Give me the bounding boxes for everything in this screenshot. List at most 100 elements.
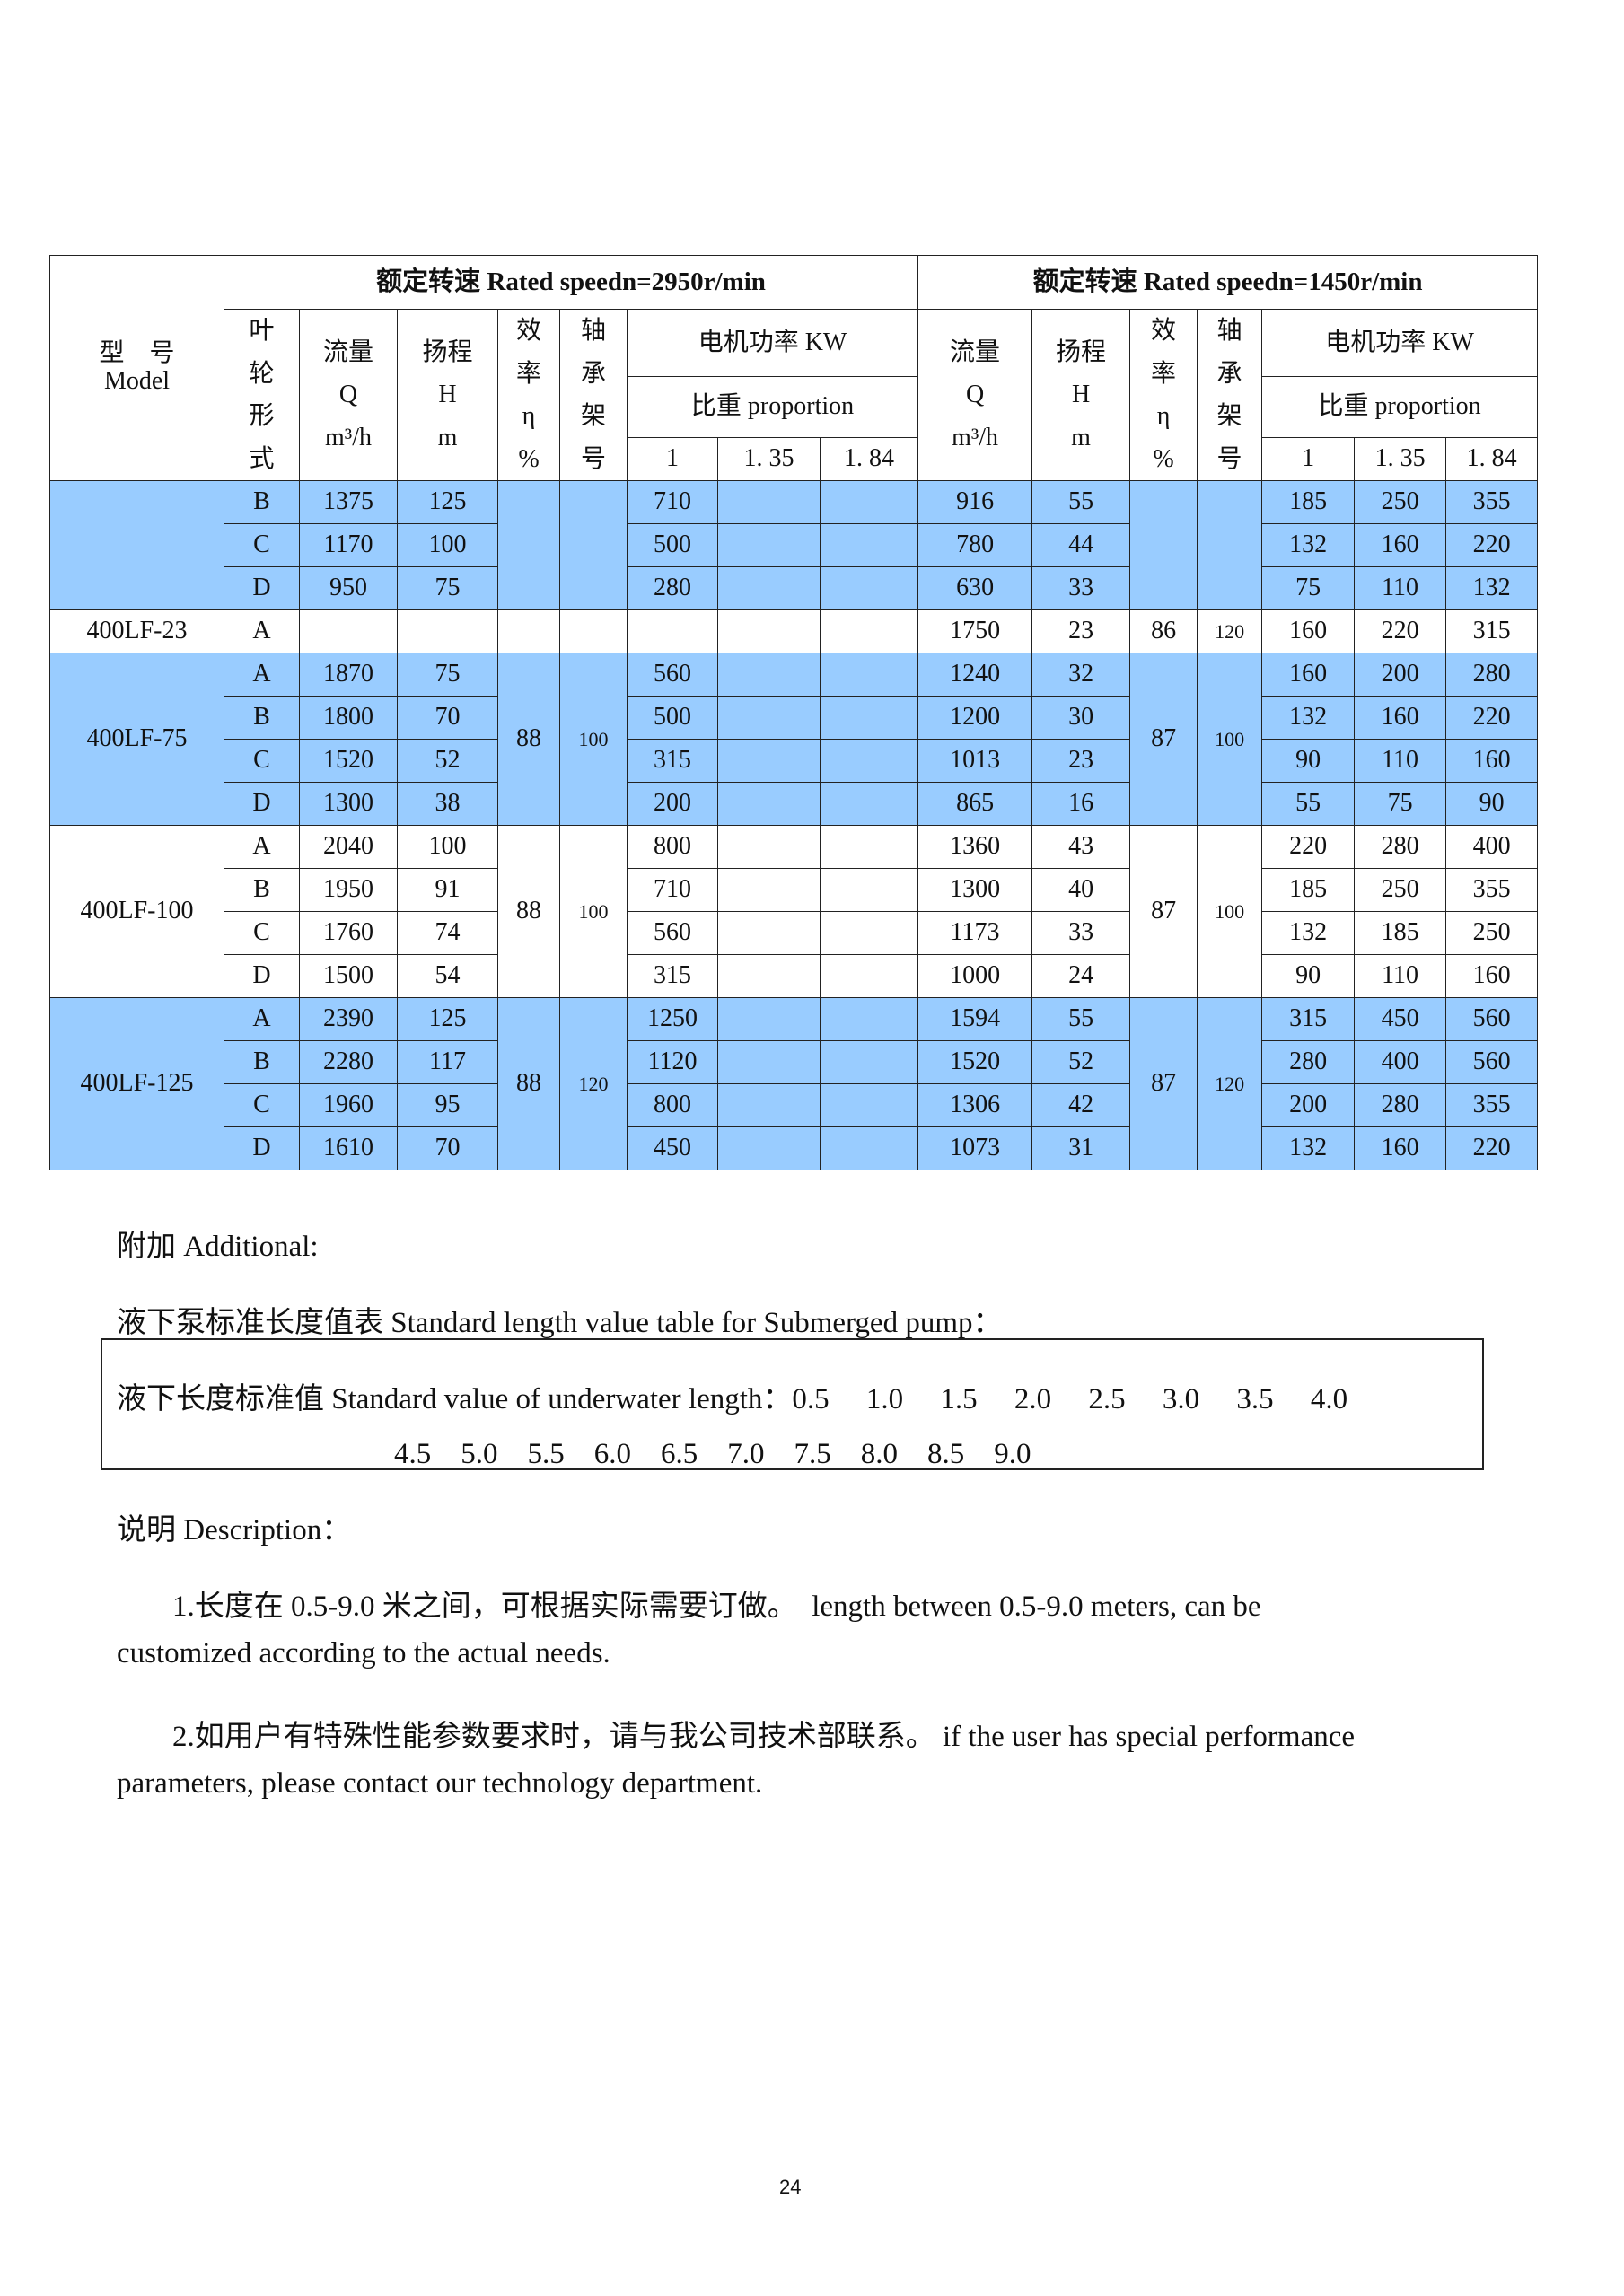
power-2950-cell xyxy=(717,868,821,913)
power-2950-cell xyxy=(717,1040,821,1085)
power-2950-cell xyxy=(819,868,919,913)
description-item1-line1: 1.长度在 0.5-9.0 米之间，可根据实际需要订做。 length betw… xyxy=(172,1591,1261,1623)
power-2950-cell xyxy=(819,1083,919,1128)
power-2950-cell: 315 xyxy=(627,954,718,999)
power-2950-cell xyxy=(717,782,821,827)
model-header: 型 号 Model xyxy=(49,254,224,482)
power-2950-cell xyxy=(717,609,821,654)
bearing-1450-cell: 120 xyxy=(1197,609,1263,654)
head-1450-cell: 55 xyxy=(1031,997,1131,1042)
bearing-1450-cell: 100 xyxy=(1197,653,1263,827)
flow-2950-cell: 2040 xyxy=(299,825,398,870)
flow-1450-cell: 1073 xyxy=(917,1126,1033,1171)
power-1450-cell: 560 xyxy=(1445,1040,1539,1085)
power-2950-cell xyxy=(717,825,821,870)
power-1450-cell: 90 xyxy=(1445,782,1539,827)
power-1450-cell: 560 xyxy=(1445,997,1539,1042)
power-1450-cell: 355 xyxy=(1445,868,1539,913)
impeller-cell: A xyxy=(224,825,300,870)
head-1450-cell: 23 xyxy=(1031,739,1131,784)
impeller-cell: C xyxy=(224,523,300,568)
power-1450-cell: 220 xyxy=(1261,825,1356,870)
head-1450-cell: 23 xyxy=(1031,609,1131,654)
power-2950-cell xyxy=(717,911,821,956)
flow-1450-cell: 865 xyxy=(917,782,1033,827)
power-1450-cell: 132 xyxy=(1261,1126,1356,1171)
flow-2950-cell: 1300 xyxy=(299,782,398,827)
impeller-cell: C xyxy=(224,911,300,956)
table-row: C 1520 52 315 1013 23 90 110 160 xyxy=(49,739,1539,784)
pump-performance-table: 型 号 Model 额定转速 Rated speedn=2950r/min 额定转… xyxy=(49,254,1539,1171)
flow-2950-cell: 1870 xyxy=(299,653,398,697)
head-2950-cell: 75 xyxy=(397,653,498,697)
power-2950-cell: 1120 xyxy=(627,1040,718,1085)
power-1450-cell: 160 xyxy=(1261,609,1356,654)
bearing-2950-cell: 100 xyxy=(559,653,628,827)
flow-2950-cell: 1610 xyxy=(299,1126,398,1171)
power-2950-cell xyxy=(717,696,821,741)
proportion-1-2950: 1 xyxy=(627,437,718,482)
impeller-cell: D xyxy=(224,1126,300,1171)
speed-2950-header: 额定转速 Rated speedn=2950r/min xyxy=(223,255,919,310)
head-2950-cell: 100 xyxy=(397,523,498,568)
bearing-2950-cell: 120 xyxy=(559,997,628,1171)
efficiency-2950-cell: 88 xyxy=(497,653,560,827)
head-1450-cell: 30 xyxy=(1031,696,1131,741)
power-1450-cell: 160 xyxy=(1354,696,1447,741)
description-item1-line2: customized according to the actual needs… xyxy=(117,1637,610,1669)
power-2950-cell xyxy=(819,739,919,784)
power-2950-cell xyxy=(717,480,821,525)
model-cell: 400LF-125 xyxy=(49,997,224,1171)
efficiency-1450-cell: 87 xyxy=(1129,997,1198,1171)
power-2950-cell: 560 xyxy=(627,653,718,697)
power-1450-cell: 90 xyxy=(1261,954,1356,999)
head-1450-cell: 43 xyxy=(1031,825,1131,870)
flow-2950-cell: 1500 xyxy=(299,954,398,999)
description-item2-line1: 2.如用户有特殊性能参数要求时，请与我公司技术部联系。 if the user … xyxy=(172,1721,1356,1753)
flow-1450-cell: 916 xyxy=(917,480,1033,525)
power-1450-cell: 55 xyxy=(1261,782,1356,827)
proportion-184-1450: 1. 84 xyxy=(1445,437,1539,482)
power-2950-cell xyxy=(717,1126,821,1171)
table-row: 400LF-75 A 1870 75 88 100 560 1240 32 87 100 160 200… xyxy=(49,653,1539,827)
efficiency-1450-cell: 86 xyxy=(1129,609,1198,654)
proportion-135-1450: 1. 35 xyxy=(1354,437,1447,482)
head-1450-cell: 55 xyxy=(1031,480,1131,525)
head-2950-cell: 91 xyxy=(397,868,498,913)
power-1450-cell: 160 xyxy=(1261,653,1356,697)
power-2950-cell xyxy=(819,609,919,654)
flow-2950-cell: 1375 xyxy=(299,480,398,525)
power-2950-cell: 1250 xyxy=(627,997,718,1042)
power-1450-cell: 160 xyxy=(1354,523,1447,568)
power-2950-cell xyxy=(819,954,919,999)
impeller-cell: C xyxy=(224,739,300,784)
power-1450-cell: 450 xyxy=(1354,997,1447,1042)
power-1450-cell: 280 xyxy=(1445,653,1539,697)
power-2950-cell xyxy=(819,566,919,611)
model-cell: 400LF-100 xyxy=(49,825,224,999)
table-row: 400LF-23 A 1750 23 86 120 160 220 315 xyxy=(49,609,1539,654)
table-row: C 1760 74 560 1173 33 132 185 250 xyxy=(50,911,1539,956)
table-row: B 2280 117 1120 1520 52 280 400 560 xyxy=(49,1040,1539,1085)
head-2950-cell: 70 xyxy=(397,1126,498,1171)
head-2950-cell: 100 xyxy=(397,825,498,870)
power-2950-cell: 450 xyxy=(627,1126,718,1171)
power-1450-cell: 220 xyxy=(1354,609,1447,654)
flow-2950-cell: 1950 xyxy=(299,868,398,913)
bearing-2950-cell: 100 xyxy=(559,825,628,999)
efficiency-1450-cell xyxy=(1129,480,1198,611)
power-2950-cell xyxy=(819,653,919,697)
table-row: D 950 75 280 630 33 75 110 132 xyxy=(49,566,1539,611)
power-1450-cell: 160 xyxy=(1354,1126,1447,1171)
proportion-header-2950: 比重 proportion xyxy=(626,376,919,439)
flow-2950-cell xyxy=(299,609,398,654)
head-1450-cell: 33 xyxy=(1031,566,1131,611)
power-1450-cell: 280 xyxy=(1354,825,1447,870)
description-heading: 说明 Description： xyxy=(117,1514,352,1547)
power-1450-cell: 75 xyxy=(1261,566,1356,611)
table-row: 400LF-125 A 2390 125 88 120 1250 1594 55 87 120 315… xyxy=(49,997,1539,1171)
flow-2950-cell: 950 xyxy=(299,566,398,611)
power-2950-cell: 710 xyxy=(627,868,718,913)
